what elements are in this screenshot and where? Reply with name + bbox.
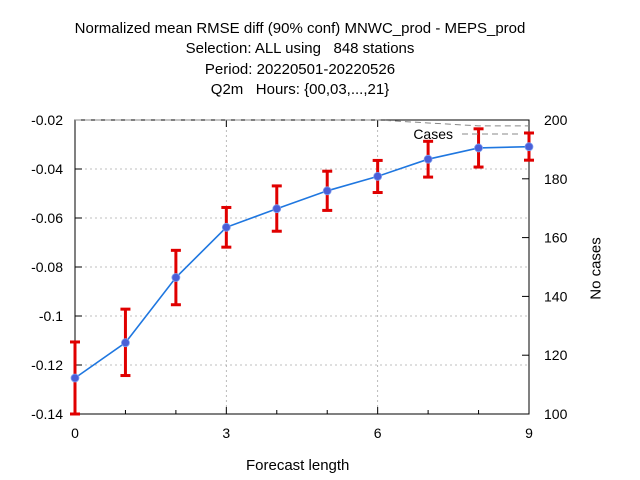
x-tick-label: 3 [222,425,230,441]
y2-axis-label: No cases [587,237,605,300]
cases-series [75,119,529,127]
legend-label-cases: Cases [413,126,453,142]
rmse-series [70,142,534,383]
chart-subtitle-selection: Selection: ALL using 848 stations [185,40,415,57]
data-point [474,143,483,153]
data-point [423,154,433,164]
y-tick-label: -0.08 [31,259,63,275]
data-point [272,204,282,214]
y2-tick-label: 140 [544,288,568,304]
cases-line [75,119,529,127]
x-tick-label: 0 [71,425,79,441]
chart-subtitle-variable: Q2m Hours: {00,03,...,21} [210,81,390,98]
data-point [322,186,332,196]
y-tick-label: -0.14 [31,406,63,422]
x-axis-label: Forecast length [246,457,350,474]
x-tick-label: 6 [374,425,382,441]
chart-subtitle-period: Period: 20220501-20220526 [204,61,396,78]
y-tick-label: -0.04 [31,161,63,177]
data-point [121,338,130,348]
gridlines [75,120,529,414]
data-point [70,373,80,383]
x-tick-label: 9 [525,425,533,441]
error-bars [70,127,534,416]
y2-tick-label: 120 [544,347,568,363]
axis-ticks: 0 3 6 9 -0.14 -0.12 -0.1 -0.08 -0.06 -0.04 -0.02 10… [31,112,567,441]
data-point [221,222,231,232]
y-tick-label: -0.02 [31,112,63,128]
y2-tick-label: 100 [544,406,568,422]
y2-tick-label: 180 [544,171,568,187]
y2-tick-label: 200 [544,112,568,128]
data-point [171,273,181,282]
y-tick-label: -0.12 [31,357,63,373]
y-tick-label: -0.06 [31,210,63,226]
y-tick-label: -0.1 [39,308,63,324]
y2-tick-label: 160 [544,230,568,246]
chart-title: Normalized mean RMSE diff (90% conf) MNW… [74,20,526,37]
rmse-line [74,145,530,379]
data-point [524,142,534,152]
legend: Cases [413,126,522,142]
data-point [373,171,383,181]
